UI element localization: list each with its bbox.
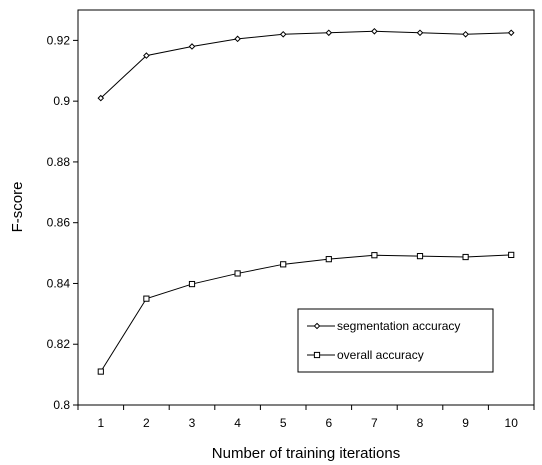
x-tick-label: 3 [189, 416, 196, 430]
y-tick-label: 0.8 [53, 398, 70, 412]
x-tick-label: 4 [234, 416, 241, 430]
y-tick-label: 0.88 [47, 155, 71, 169]
diamond-marker [188, 43, 196, 50]
legend-item: overall accuracy [307, 348, 424, 362]
x-axis-title: Number of training iterations [212, 445, 400, 462]
square-marker [234, 270, 241, 277]
diamond-marker [234, 35, 241, 43]
diamond-marker [507, 29, 515, 37]
x-tick-label: 5 [280, 416, 287, 430]
square-marker [188, 280, 196, 288]
diamond-marker [313, 322, 321, 330]
legend-box [297, 308, 494, 373]
series-2 [97, 251, 515, 375]
x-tick-label: 7 [371, 416, 378, 430]
y-tick-label: 0.82 [47, 337, 71, 351]
x-tick-label: 10 [505, 416, 519, 430]
square-marker [462, 253, 469, 261]
y-axis: 0.8 0.82 0.84 0.86 0.88 0.9 0.92 [47, 33, 78, 412]
series-layer [97, 27, 515, 375]
y-axis-title: F-score [9, 182, 26, 233]
y-tick-label: 0.86 [47, 216, 71, 230]
x-axis: 1 2 3 4 5 6 7 8 9 10 [77, 405, 535, 430]
square-marker [143, 295, 150, 302]
square-marker [325, 256, 332, 263]
square-marker [508, 251, 515, 259]
y-tick-label: 0.92 [47, 33, 71, 47]
square-marker [416, 253, 424, 260]
diamond-marker [462, 31, 469, 38]
square-marker [313, 351, 321, 359]
legend-label: segmentation accuracy [337, 319, 460, 333]
legend-item: segmentation accuracy [307, 319, 460, 333]
square-marker [371, 252, 378, 259]
diamond-marker [325, 29, 333, 37]
square-marker [97, 368, 104, 375]
x-tick-label: 2 [143, 416, 150, 430]
legend: segmentation accuracy overall accuracy [297, 308, 494, 373]
diamond-marker [416, 29, 424, 37]
y-tick-label: 0.9 [53, 94, 70, 108]
diamond-marker [371, 27, 378, 35]
diamond-marker [143, 52, 150, 59]
diamond-marker [279, 31, 287, 38]
x-tick-label: 1 [97, 416, 104, 430]
y-tick-label: 0.84 [47, 276, 71, 290]
x-tick-label: 9 [462, 416, 469, 430]
square-marker [280, 261, 287, 268]
x-tick-label: 8 [417, 416, 424, 430]
series-1 [97, 27, 515, 102]
legend-label: overall accuracy [337, 348, 424, 362]
diamond-marker [97, 94, 105, 102]
x-tick-label: 6 [325, 416, 332, 430]
series-line [100, 30, 512, 99]
series-line [100, 254, 512, 372]
